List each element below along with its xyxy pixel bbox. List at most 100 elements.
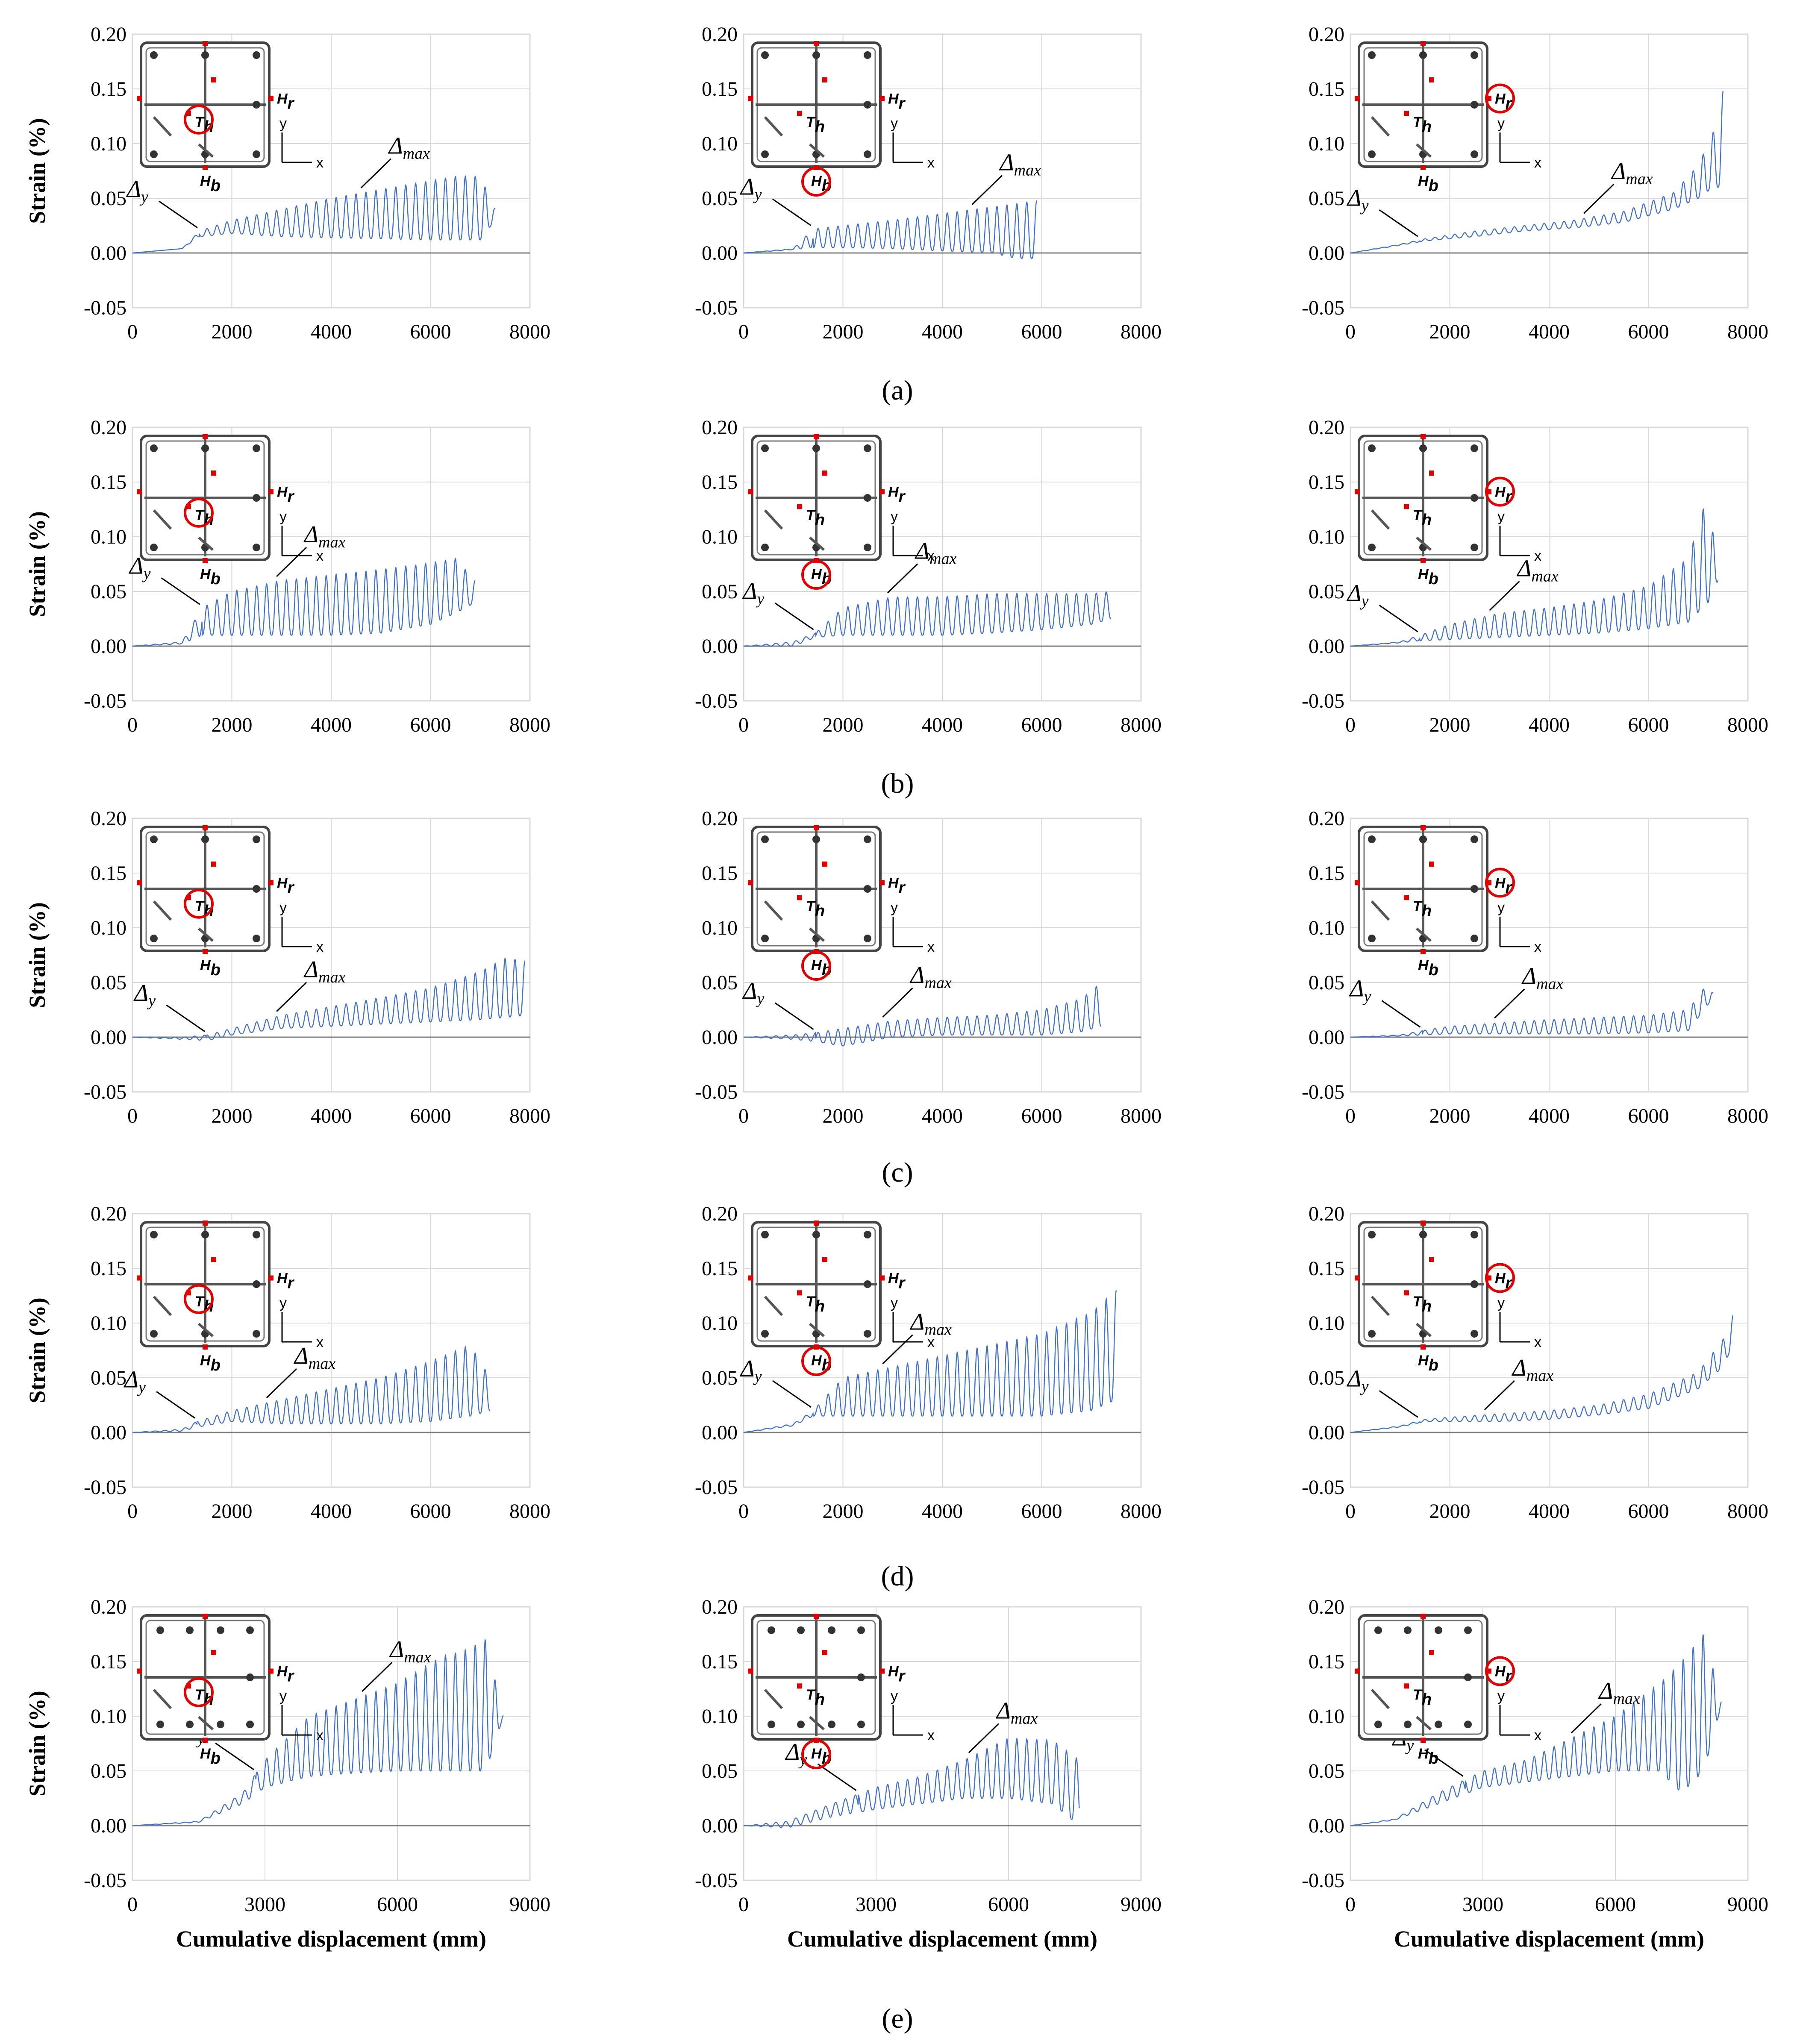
x-tick-label: 4000	[922, 1500, 963, 1523]
rebar-dot	[253, 885, 260, 893]
y-tick-label: 0.15	[91, 1650, 126, 1673]
x-tick-label: 6000	[988, 1893, 1029, 1916]
x-tick-label: 4000	[311, 714, 352, 736]
x-tick-label: 0	[127, 1893, 138, 1916]
strain-gauge-mark	[1404, 895, 1409, 900]
rebar-dot	[253, 150, 260, 158]
rebar-dot	[246, 1626, 254, 1634]
y-tick-label: -0.05	[84, 690, 126, 712]
y-tick-label: 0.05	[702, 580, 738, 603]
inset-y-label: y	[279, 900, 287, 916]
strain-gauge-mark	[203, 1221, 208, 1226]
crosstie-bottom	[809, 143, 825, 158]
inset-x-label: x	[927, 1727, 935, 1744]
y-tick-label: 0.00	[702, 1421, 738, 1444]
rebar-dot	[797, 1626, 805, 1634]
x-tick-label: 9000	[509, 1893, 550, 1916]
y-tick-label: 0.05	[702, 971, 738, 994]
label-hoop-bottom: Hb	[811, 1353, 832, 1374]
yield-leader-line	[772, 198, 812, 226]
rebar-dot	[1368, 51, 1376, 59]
chart-a-Hb: -0.05 0.00 0.05 0.10 0.15 0.20 0 2000 4000 6000 80…	[695, 23, 1162, 343]
inset-x-label: x	[927, 155, 935, 171]
yield-annotation: Δy	[1347, 1365, 1369, 1395]
y-tick-label: 0.10	[91, 132, 126, 155]
y-tick-label: 0.00	[91, 1815, 126, 1837]
caption-e: (e)	[882, 2003, 913, 2034]
yield-annotation: Δy	[785, 1739, 807, 1769]
x-tick-label: 6000	[1628, 1500, 1669, 1523]
strain-gauge-mark	[1429, 1650, 1434, 1655]
strain-gauge-mark	[1421, 825, 1426, 830]
strain-gauge-mark	[1404, 1290, 1409, 1296]
rebar-dot	[150, 835, 158, 843]
crosstie-left	[764, 116, 783, 137]
label-hoop-bottom: Hb	[200, 1746, 221, 1768]
rebar-dot	[150, 1231, 158, 1238]
yield-leader-line	[156, 1391, 195, 1419]
label-hoop-bottom: Hb	[200, 1353, 221, 1374]
crosstie-left	[1371, 509, 1390, 530]
strain-gauge-mark	[203, 558, 208, 563]
chart-b-Hb: -0.05 0.00 0.05 0.10 0.15 0.20 0 2000 4000 6000 80…	[695, 416, 1162, 736]
highlight-gauge-circle	[184, 1677, 214, 1707]
max-leader-line	[882, 988, 913, 1018]
yield-annotation: Δy	[124, 1366, 146, 1396]
rebar-dot	[864, 544, 871, 551]
strain-gauge-mark	[822, 862, 827, 867]
x-tick-label: 6000	[1628, 1105, 1669, 1127]
inset-x-label: x	[927, 939, 935, 955]
inset-y-label: y	[891, 1295, 898, 1311]
max-annotation: Δmax	[1512, 1355, 1553, 1385]
y-tick-label: 0.20	[702, 23, 738, 46]
inset-x-label: x	[927, 548, 935, 564]
x-tick-label: 8000	[1121, 1105, 1162, 1127]
crosstie-left	[1371, 900, 1390, 921]
crosstie-bottom	[198, 1716, 214, 1731]
x-tick-label: 2000	[212, 1500, 253, 1523]
y-tick-label: 0.15	[1309, 471, 1344, 494]
rebar-dot	[1471, 935, 1478, 942]
rebar-dot	[864, 101, 871, 109]
strain-series-line	[1350, 91, 1724, 254]
rebar-dot	[864, 1231, 871, 1238]
y-tick-label: 0.00	[91, 635, 126, 658]
x-tick-label: 0	[1345, 1500, 1356, 1523]
y-tick-label: 0.05	[91, 1367, 126, 1389]
y-tick-label: -0.05	[1302, 1869, 1344, 1892]
yield-annotation: Δy	[126, 176, 148, 206]
label-hoop-bottom: Hb	[1418, 566, 1438, 588]
label-hoop-bottom: Hb	[811, 173, 832, 195]
y-tick-label: 0.10	[1309, 526, 1344, 548]
y-tick-label: 0.20	[1309, 23, 1344, 46]
y-tick-label: 0.05	[1309, 1367, 1344, 1389]
rebar-dot	[1368, 835, 1376, 843]
y-tick-label: 0.10	[91, 526, 126, 548]
x-tick-label: 6000	[377, 1893, 418, 1916]
yield-leader-line	[215, 1742, 255, 1770]
y-tick-label: 0.00	[1309, 1421, 1344, 1444]
yield-leader-line	[774, 1002, 814, 1030]
x-tick-label: 4000	[311, 321, 352, 343]
strain-gauge-mark	[879, 489, 885, 494]
rebar-dot	[864, 51, 871, 59]
rebar-dot	[797, 1720, 805, 1729]
y-tick-label: -0.05	[695, 690, 738, 712]
chart-e-Hb: -0.05 0.00 0.05 0.10 0.15 0.20 0 3000 6000 9000 Cu…	[695, 1596, 1162, 1952]
rebar-dot	[253, 935, 260, 942]
rebar-dot	[1464, 1626, 1472, 1634]
strain-gauge-mark	[1421, 1221, 1426, 1226]
y-tick-label: 0.15	[91, 862, 126, 885]
rebar-dot	[1471, 1231, 1478, 1238]
y-tick-label: 0.20	[1309, 416, 1344, 439]
x-tick-label: 8000	[1727, 714, 1768, 736]
max-annotation: Δmax	[294, 1343, 335, 1373]
rebar-dot	[1368, 935, 1376, 942]
rebar-dot	[156, 1626, 164, 1634]
rebar-dot	[1435, 1626, 1442, 1634]
strain-gauge-mark	[1355, 96, 1360, 101]
crosstie-left	[764, 900, 783, 921]
